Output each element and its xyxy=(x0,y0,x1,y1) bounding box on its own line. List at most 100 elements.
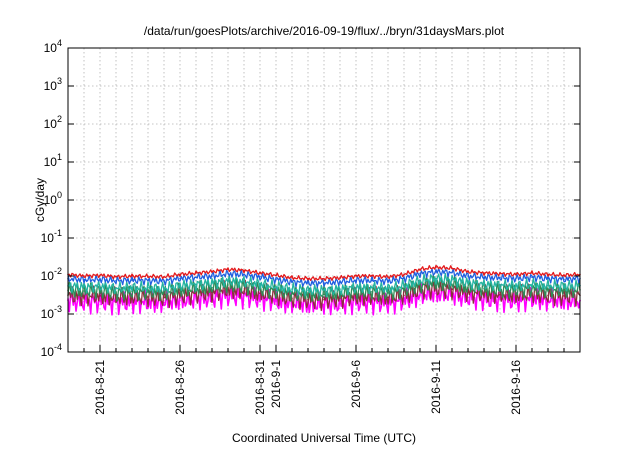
data-point xyxy=(291,288,293,291)
data-point xyxy=(227,294,229,297)
data-point xyxy=(131,279,133,281)
data-point xyxy=(403,273,405,276)
data-point xyxy=(563,295,565,297)
data-point xyxy=(307,298,309,301)
y-axis-label: cGy/day xyxy=(33,178,47,222)
data-point xyxy=(179,277,181,280)
data-point xyxy=(339,281,341,283)
data-point xyxy=(387,276,389,278)
data-point xyxy=(227,268,229,271)
data-point xyxy=(339,288,341,291)
data-point xyxy=(147,296,149,298)
data-point xyxy=(531,272,533,274)
data-point xyxy=(451,283,453,286)
data-point xyxy=(131,275,133,277)
data-point xyxy=(451,288,453,291)
data-point xyxy=(307,277,309,280)
data-point xyxy=(371,275,373,277)
data-point xyxy=(163,301,165,304)
data-point xyxy=(515,277,517,280)
data-point xyxy=(339,302,341,305)
data-point xyxy=(451,271,453,274)
data-point xyxy=(531,288,533,290)
data-point xyxy=(483,283,485,286)
x-tick-label: 2016-9-1 xyxy=(269,360,283,408)
data-point xyxy=(371,286,373,289)
y-axis: 10-4 10-3 10-2 10-1 100 101 102 103 104 xyxy=(41,38,580,359)
data-point xyxy=(99,278,101,281)
data-point xyxy=(387,296,389,299)
data-point xyxy=(563,300,565,302)
data-point xyxy=(547,294,549,297)
data-point xyxy=(467,291,469,294)
data-point xyxy=(259,283,261,285)
data-point xyxy=(435,277,437,280)
y-tick-label: 10-2 xyxy=(41,266,62,283)
data-point xyxy=(163,287,165,290)
x-tick-label: 2016-9-6 xyxy=(349,360,363,408)
data-point xyxy=(227,279,229,282)
data-point xyxy=(195,293,197,295)
data-point xyxy=(307,289,309,292)
data-point xyxy=(547,289,549,291)
data-point xyxy=(275,285,277,288)
data-point xyxy=(371,279,373,282)
data-point xyxy=(99,285,101,288)
data-point xyxy=(323,303,325,306)
data-point xyxy=(211,282,213,284)
data-point xyxy=(147,287,149,289)
data-point xyxy=(291,276,293,279)
data-point xyxy=(83,275,85,277)
data-point xyxy=(563,278,565,281)
data-point xyxy=(515,289,517,291)
data-point xyxy=(387,287,389,290)
data-point xyxy=(563,274,565,277)
data-point xyxy=(483,288,485,290)
data-point xyxy=(483,293,485,295)
data-point xyxy=(83,290,85,292)
data-point xyxy=(259,292,261,295)
x-axis-label: Coordinated Universal Time (UTC) xyxy=(232,431,416,445)
data-point xyxy=(243,285,245,287)
data-point xyxy=(83,301,85,303)
data-point xyxy=(515,284,517,287)
data-point xyxy=(243,290,245,292)
data-point xyxy=(275,274,277,277)
y-tick-label: 100 xyxy=(44,190,62,207)
data-point xyxy=(275,278,277,281)
data-point xyxy=(451,267,453,270)
data-point xyxy=(115,279,117,282)
data-point xyxy=(179,299,181,302)
data-point xyxy=(99,300,101,302)
data-point xyxy=(403,277,405,280)
data-point xyxy=(307,282,309,284)
data-point xyxy=(419,284,421,286)
data-point xyxy=(355,279,357,282)
data-point xyxy=(483,272,485,274)
data-point xyxy=(115,276,117,278)
data-point xyxy=(483,276,485,279)
data-point xyxy=(275,300,277,302)
data-point xyxy=(435,266,437,269)
data-point xyxy=(435,270,437,273)
data-point xyxy=(163,280,165,282)
data-point xyxy=(131,286,133,289)
data-point xyxy=(211,286,213,289)
series-line xyxy=(67,280,581,316)
data-point xyxy=(227,272,229,275)
data-point xyxy=(307,293,309,296)
data-point xyxy=(467,270,469,273)
data-point xyxy=(227,284,229,286)
data-point xyxy=(547,273,549,276)
data-point xyxy=(547,284,549,287)
data-point xyxy=(83,286,85,288)
series-0 xyxy=(67,264,581,282)
data-point xyxy=(243,273,245,276)
data-point xyxy=(99,295,101,297)
data-point xyxy=(259,276,261,278)
data-point xyxy=(467,275,469,277)
data-point xyxy=(195,283,197,286)
data-point xyxy=(195,276,197,279)
data-point xyxy=(355,275,357,277)
